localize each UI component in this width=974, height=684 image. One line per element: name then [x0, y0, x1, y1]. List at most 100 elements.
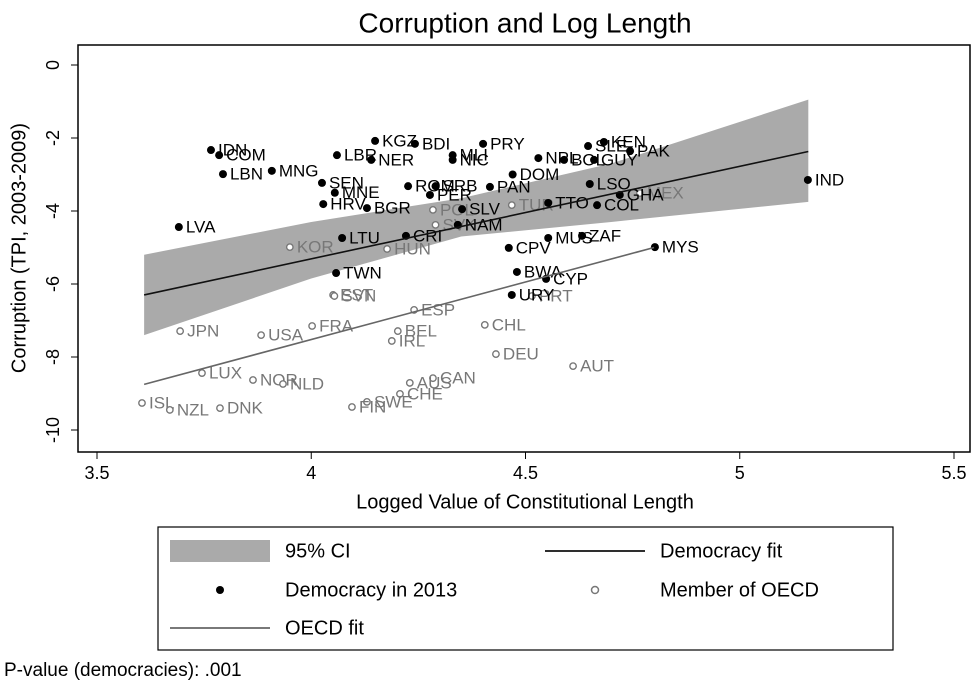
- point-label: MNG: [279, 161, 319, 180]
- point-label: USA: [268, 326, 304, 345]
- point-label: BWA: [524, 262, 563, 281]
- democracy-point: [479, 139, 488, 148]
- democracy-point: [319, 200, 328, 209]
- oecd-point: [383, 245, 391, 253]
- point-label: URY: [519, 285, 555, 304]
- point-label: TUR: [519, 196, 554, 215]
- democracy-point: [362, 204, 371, 213]
- point-label: LUX: [209, 364, 242, 383]
- oecd-point: [257, 331, 266, 339]
- point-label: SWE: [374, 392, 413, 411]
- point-label: PAK: [637, 142, 670, 161]
- point-label: ESP: [421, 300, 455, 319]
- point-label: ZAF: [589, 226, 621, 245]
- point-label: MNE: [342, 183, 380, 202]
- democracy-point: [431, 182, 440, 191]
- point-label: DEU: [503, 345, 539, 364]
- democracy-point: [578, 231, 587, 240]
- point-label: BEL: [405, 322, 437, 341]
- y-tick-label: -6: [43, 276, 63, 292]
- point-label: AUS: [417, 373, 452, 392]
- y-tick-label: -4: [43, 203, 63, 219]
- democracy-point: [206, 146, 215, 155]
- democracy-point: [338, 234, 347, 243]
- x-tick-label: 5: [735, 463, 745, 483]
- democracy-point: [218, 170, 227, 179]
- democracy-point: [504, 243, 513, 252]
- democracy-point: [215, 151, 224, 160]
- point-label: TWN: [343, 264, 382, 283]
- democracy-point: [593, 201, 602, 210]
- oecd-point: [165, 406, 174, 414]
- point-label: KOR: [297, 238, 334, 257]
- point-label: LTU: [349, 228, 380, 247]
- point-label: HRV: [330, 195, 366, 214]
- x-tick-label: 5.5: [941, 463, 966, 483]
- fit-line: [143, 150, 809, 296]
- democracy-point: [508, 170, 517, 179]
- point-label: NZL: [177, 400, 209, 419]
- point-label: MLI: [460, 146, 488, 165]
- point-label: COM: [226, 146, 266, 165]
- oecd-point: [348, 403, 356, 411]
- point-label: KEN: [611, 132, 646, 151]
- x-tick-label: 4.5: [513, 463, 538, 483]
- legend-swatch: [170, 540, 270, 562]
- point-label: SLE: [595, 137, 627, 156]
- legend-label: Democracy in 2013: [285, 579, 457, 601]
- point-label: FIN: [359, 397, 386, 416]
- oecd-point: [249, 376, 257, 384]
- point-label: IND: [815, 170, 844, 189]
- point-label: PRT: [539, 287, 573, 306]
- point-label: BDI: [422, 134, 450, 153]
- point-label: SRB: [443, 177, 478, 196]
- democracy-point: [371, 136, 380, 145]
- point-label: CHL: [492, 315, 526, 334]
- oecd-point: [429, 374, 437, 383]
- democracy-point: [174, 223, 183, 232]
- oecd-point: [431, 220, 440, 229]
- oecd-point: [429, 206, 437, 214]
- point-label: IRL: [399, 331, 425, 350]
- point-label: EST: [340, 285, 373, 304]
- point-label: CYP: [553, 269, 588, 288]
- oecd-point: [176, 327, 185, 335]
- point-label: COL: [604, 196, 639, 215]
- legend-label: OECD fit: [285, 617, 364, 639]
- oecd-point: [285, 243, 294, 252]
- oecd-point: [528, 292, 536, 300]
- oecd-point: [405, 379, 414, 387]
- point-label: SLV: [469, 200, 501, 219]
- point-label: DOM: [520, 165, 560, 184]
- x-tick-label: 3.5: [84, 463, 109, 483]
- oecd-point: [480, 320, 489, 329]
- democracy-point: [544, 234, 553, 243]
- democracy-point: [332, 151, 341, 160]
- democracy-point: [599, 138, 608, 147]
- democracy-point: [410, 139, 419, 148]
- point-label: NIC: [460, 150, 489, 169]
- chart-title: Corruption and Log Length: [358, 7, 691, 38]
- point-label: LSO: [597, 174, 631, 193]
- point-label: NER: [378, 150, 414, 169]
- democracy-point: [585, 179, 594, 188]
- point-label: JPN: [187, 322, 219, 341]
- point-label: SEN: [329, 173, 364, 192]
- y-tick-label: -10: [43, 417, 63, 443]
- point-label: PAN: [497, 177, 531, 196]
- point-label: CAN: [440, 369, 476, 388]
- point-label: DNK: [227, 399, 264, 418]
- legend-label: Democracy fit: [660, 540, 783, 562]
- note: P-value (democracies): .001: [4, 660, 242, 681]
- legend-swatch: [590, 585, 600, 595]
- point-label: HUN: [394, 239, 431, 258]
- oecd-point: [507, 201, 516, 210]
- point-label: MYS: [662, 238, 699, 257]
- point-label: CRI: [413, 226, 442, 245]
- democracy-point: [367, 155, 376, 164]
- point-label: CHE: [407, 384, 443, 403]
- oecd-point: [636, 189, 644, 198]
- point-label: PER: [437, 185, 472, 204]
- point-label: BOL: [571, 150, 605, 169]
- fit-line: [143, 246, 655, 386]
